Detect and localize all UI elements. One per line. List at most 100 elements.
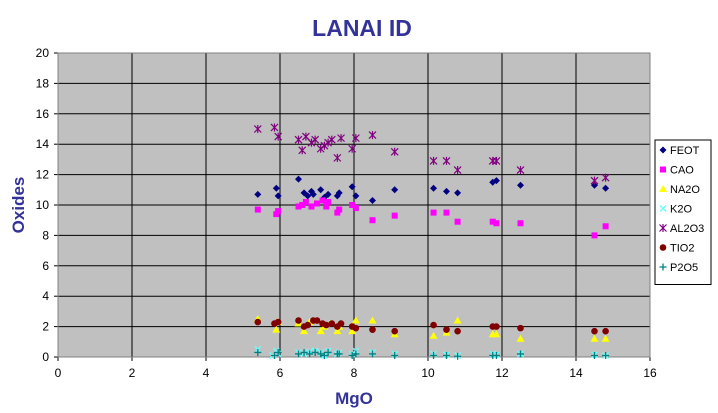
legend-box <box>654 139 712 285</box>
al2o3-point <box>516 166 525 175</box>
y-tick-label: 10 <box>36 198 50 212</box>
cao-point <box>489 218 496 225</box>
tio2-point <box>322 321 330 329</box>
cao-point <box>295 203 302 210</box>
p2o5-point <box>335 350 343 358</box>
y-tick-label: 0 <box>42 350 49 364</box>
legend-marker-feot <box>659 146 667 154</box>
feot-point <box>348 183 356 191</box>
p2o5-point <box>317 350 325 358</box>
feot-point <box>443 187 450 195</box>
tio2-point <box>337 320 345 327</box>
al2o3-point <box>311 135 320 144</box>
cao-point <box>391 212 398 219</box>
cao-point <box>273 211 280 218</box>
al2o3-point <box>442 156 451 165</box>
feot-point <box>274 192 282 200</box>
feot-point <box>391 186 399 194</box>
na2o-point <box>316 327 325 335</box>
x-tick-label: 2 <box>129 366 136 380</box>
na2o-point <box>348 327 357 335</box>
cao-point <box>443 209 450 216</box>
legend-marker-p2o5 <box>659 263 667 271</box>
chart-title: LANAI ID <box>312 15 412 41</box>
cao-point <box>430 209 437 216</box>
al2o3-point <box>488 156 497 165</box>
tio2-point <box>304 321 312 329</box>
al2o3-point <box>294 135 303 144</box>
cao-point <box>591 232 598 239</box>
series-al2o3 <box>253 123 610 185</box>
feot-point <box>591 181 598 189</box>
x-tick-label: 4 <box>203 366 210 380</box>
na2o-point <box>590 334 599 342</box>
tio2-point <box>313 317 321 324</box>
y-tick-label: 18 <box>36 76 50 90</box>
al2o3-point <box>333 153 342 162</box>
na2o-point <box>516 334 525 342</box>
tio2-point <box>274 318 282 326</box>
legend-marker-cao <box>660 166 666 173</box>
x-tick-label: 6 <box>277 366 284 380</box>
p2o5-point <box>352 350 360 358</box>
p2o5-point <box>270 351 278 359</box>
cao-point <box>517 220 524 227</box>
x-tick-label: 16 <box>643 366 657 380</box>
feot-point <box>352 192 360 200</box>
na2o-point <box>351 316 360 324</box>
feot-point <box>517 181 524 189</box>
al2o3-point <box>368 131 377 140</box>
al2o3-point <box>274 132 283 141</box>
na2o-point <box>272 325 281 333</box>
al2o3-point <box>601 173 610 182</box>
na2o-point <box>368 316 377 324</box>
cao-point <box>352 205 359 212</box>
p2o5-point <box>602 351 610 359</box>
cao-point <box>275 208 282 215</box>
feot-point <box>295 175 302 183</box>
x-tick-label: 0 <box>55 366 62 380</box>
p2o5-point <box>517 350 524 358</box>
tio2-point <box>454 327 461 335</box>
feot-point <box>369 196 376 204</box>
al2o3-point <box>253 125 262 133</box>
al2o3-point <box>327 135 336 144</box>
cao-point <box>319 197 326 204</box>
na2o-point <box>429 331 438 339</box>
p2o5-point <box>348 351 356 359</box>
cao-point <box>493 220 500 227</box>
feot-point <box>430 184 438 192</box>
feot-point <box>254 190 262 198</box>
p2o5-point <box>369 350 376 358</box>
al2o3-point <box>390 147 399 156</box>
cao-point <box>369 217 376 224</box>
al2o3-point <box>351 134 360 143</box>
legend-marker-tio2 <box>659 244 667 251</box>
feot-point <box>602 184 610 192</box>
feot-point <box>317 186 325 194</box>
al2o3-point <box>348 144 357 153</box>
tio2-point <box>517 324 524 332</box>
y-tick-label: 6 <box>42 259 49 273</box>
cao-point <box>299 202 306 208</box>
x-tick-label: 14 <box>569 366 583 380</box>
p2o5-point <box>311 348 319 356</box>
p2o5-point <box>591 351 598 359</box>
cao-point <box>334 209 341 216</box>
y-tick-label: 4 <box>42 289 49 303</box>
tio2-point <box>443 326 450 333</box>
y-tick-label: 16 <box>36 107 50 121</box>
p2o5-point <box>306 350 314 358</box>
cao-point <box>336 206 343 213</box>
cao-point <box>454 218 461 225</box>
legend-label-cao: CAO <box>670 165 694 177</box>
y-tick-label: 12 <box>36 168 50 182</box>
tio2-point <box>295 317 302 324</box>
na2o-point <box>453 316 462 324</box>
p2o5-point <box>295 350 302 358</box>
y-axis-label: Oxides <box>9 177 28 234</box>
p2o5-point <box>254 348 262 356</box>
al2o3-point <box>429 156 438 165</box>
p2o5-point <box>443 351 450 359</box>
